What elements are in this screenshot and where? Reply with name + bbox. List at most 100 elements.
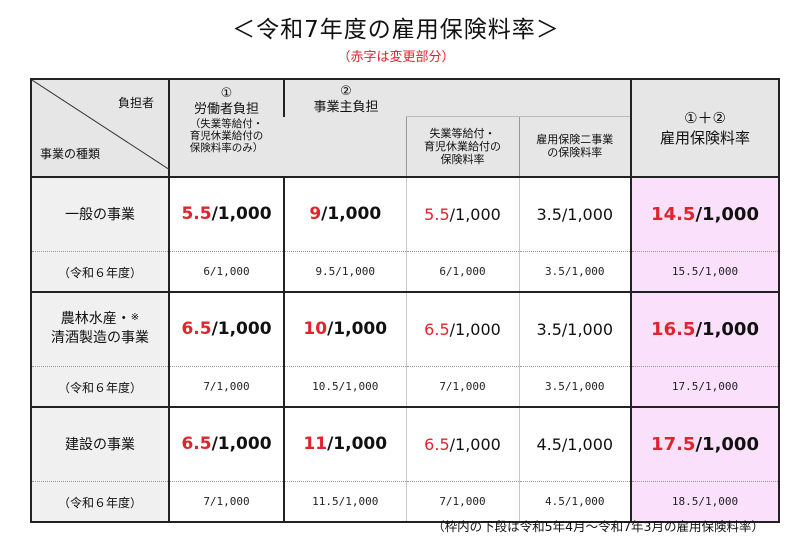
rate-suffix: /1,000: [211, 434, 272, 455]
prev-total: 15.5/1,000: [630, 251, 780, 292]
prev-total: 18.5/1,000: [630, 481, 780, 522]
prev-worker: 7/1,000: [168, 366, 284, 407]
table-row-agriculture-prev: （令和６年度） 7/1,000 10.5/1,000 7/1,000 3.5/1…: [31, 366, 780, 407]
changed-value: 9: [309, 204, 322, 225]
prev-year-text: （令和６年度）: [57, 265, 142, 280]
prev-year-label: （令和６年度）: [31, 366, 169, 407]
two-biz-rate: 3.5/1,000: [518, 290, 632, 367]
rate-suffix: /1,000: [695, 203, 759, 225]
rate-suffix: /1,000: [211, 319, 272, 340]
unemp-hdr-2: 育児休業給付の: [424, 139, 501, 153]
twobiz-hdr-2: の保険料率: [547, 146, 603, 160]
worker-note-1: （失業等給付・: [189, 118, 264, 130]
worker-rate: 5.5/1,000: [168, 175, 284, 252]
changed-value: 5.5: [181, 204, 212, 225]
table-row-construction: 建設の事業 6.5/1,000 11/1,000 6.5/1,000 4.5/1…: [31, 405, 780, 482]
changed-value: 16.5: [651, 318, 696, 340]
table-row-general-prev: （令和６年度） 6/1,000 9.5/1,000 6/1,000 3.5/1,…: [31, 251, 780, 292]
total-rate: 16.5/1,000: [630, 290, 780, 367]
worker-rate: 6.5/1,000: [168, 405, 284, 482]
changed-value: 6.5: [181, 434, 212, 455]
row-label-line2: 清酒製造の事業: [51, 330, 149, 347]
rate-suffix: /1,000: [449, 434, 501, 454]
corner-burden-label: 負担者: [117, 96, 154, 110]
worker-note-2: 育児休業給付の: [189, 130, 264, 142]
employer-burden-header: ② 事業主負担: [282, 79, 632, 117]
page-subtitle: （赤字は変更部分）: [337, 50, 455, 65]
row-label: 一般の事業: [31, 175, 169, 252]
employer-rate: 10/1,000: [283, 290, 406, 367]
rate-value: 3.5/1,000: [536, 204, 614, 224]
insurance-rate-table: 負担者 事業の種類 ① 労働者負担 （失業等給付・ 育児休業給付の 保険料率のみ…: [30, 78, 781, 523]
unemp-hdr-3: 保険料率: [440, 152, 485, 166]
prev-year-label: （令和６年度）: [31, 481, 169, 522]
corner-kind-label: 事業の種類: [40, 146, 101, 161]
prev-employer: 9.5/1,000: [283, 251, 406, 292]
changed-value: 6.5: [424, 319, 450, 339]
prev-year-text: （令和６年度）: [57, 495, 142, 510]
changed-value: 5.5: [424, 204, 450, 224]
total-num: ①＋②: [684, 108, 726, 127]
changed-value: 6.5: [424, 434, 450, 454]
worker-label: 労働者負担: [193, 102, 259, 117]
prev-unemp: 7/1,000: [405, 366, 519, 407]
table-row-agriculture: 農林水産・※ 清酒製造の事業 6.5/1,000 10/1,000 6.5/1,…: [31, 290, 780, 367]
prev-employer: 11.5/1,000: [283, 481, 406, 522]
prev-total: 17.5/1,000: [630, 366, 780, 407]
employer-num: ②: [340, 84, 352, 99]
prev-year-text: （令和６年度）: [57, 380, 142, 395]
worker-note-3: 保険料率のみ）: [189, 142, 264, 154]
rate-suffix: /1,000: [327, 319, 388, 340]
prev-two-biz: 3.5/1,000: [518, 366, 632, 407]
total-label: 雇用保険料率: [660, 128, 751, 147]
rate-suffix: /1,000: [211, 204, 272, 225]
employer-label: 事業主負担: [313, 100, 379, 115]
rate-suffix: /1,000: [321, 204, 382, 225]
changed-value: 6.5: [181, 319, 212, 340]
total-rate-header: ①＋② 雇用保険料率: [630, 79, 780, 177]
row-label: 農林水産・※ 清酒製造の事業: [31, 290, 169, 367]
rate-suffix: /1,000: [695, 318, 759, 340]
rate-suffix: /1,000: [327, 434, 388, 455]
prev-employer: 10.5/1,000: [283, 366, 406, 407]
prev-two-biz: 4.5/1,000: [518, 481, 632, 522]
rate-value: 3.5/1,000: [536, 319, 614, 339]
worker-rate: 6.5/1,000: [168, 290, 284, 367]
changed-value: 14.5: [651, 203, 696, 225]
changed-value: 11: [303, 434, 328, 455]
diagonal-line: [32, 80, 170, 170]
unemp-rate: 5.5/1,000: [405, 175, 519, 252]
changed-value: 17.5: [651, 433, 696, 455]
employer-rate: 11/1,000: [283, 405, 406, 482]
row-label-text: 一般の事業: [65, 206, 135, 223]
row-label-line1: 農林水産・: [60, 311, 131, 328]
two-biz-rate: 3.5/1,000: [518, 175, 632, 252]
rate-suffix: /1,000: [449, 319, 501, 339]
row-label-text: 建設の事業: [65, 436, 135, 453]
total-rate: 17.5/1,000: [630, 405, 780, 482]
footnote: （枠内の下段は令和5年4月～令和7年3月の雇用保険料率）: [432, 519, 764, 534]
page-title: ＜令和7年度の雇用保険料率＞: [232, 17, 560, 43]
prev-worker: 6/1,000: [168, 251, 284, 292]
rate-suffix: /1,000: [449, 204, 501, 224]
worker-burden-header: ① 労働者負担 （失業等給付・ 育児休業給付の 保険料率のみ）: [168, 79, 284, 177]
prev-year-label: （令和６年度）: [31, 251, 169, 292]
two-business-header: 雇用保険二事業 の保険料率: [518, 116, 632, 177]
note-mark: ※: [130, 312, 140, 324]
twobiz-hdr-1: 雇用保険二事業: [536, 133, 614, 147]
total-rate: 14.5/1,000: [630, 175, 780, 252]
unemp-rate: 6.5/1,000: [405, 290, 519, 367]
prev-unemp: 6/1,000: [405, 251, 519, 292]
row-label: 建設の事業: [31, 405, 169, 482]
two-biz-rate: 4.5/1,000: [518, 405, 632, 482]
corner-header: 負担者 事業の種類: [31, 79, 170, 177]
rate-value: 4.5/1,000: [536, 434, 614, 454]
unemployment-benefit-header: 失業等給付・ 育児休業給付の 保険料率: [405, 116, 519, 177]
prev-unemp: 7/1,000: [405, 481, 519, 522]
worker-num: ①: [220, 86, 233, 101]
employer-rate: 9/1,000: [283, 175, 406, 252]
table-row-construction-prev: （令和６年度） 7/1,000 11.5/1,000 7/1,000 4.5/1…: [31, 481, 780, 522]
unemp-rate: 6.5/1,000: [405, 405, 519, 482]
employer-blank: [284, 116, 406, 177]
changed-value: 10: [303, 319, 328, 340]
